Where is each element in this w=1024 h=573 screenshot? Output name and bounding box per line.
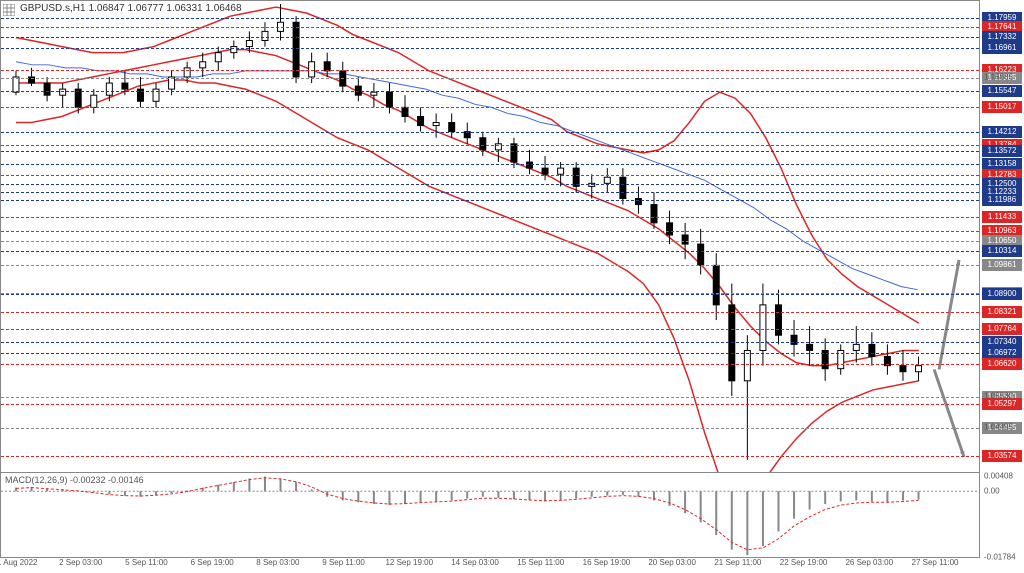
time-tick: 15 Sep 11:00: [517, 558, 564, 567]
support-resistance-line: [1, 107, 979, 108]
support-resistance-line: [1, 145, 979, 146]
time-tick: 6 Sep 19:00: [191, 558, 234, 567]
time-tick: 5 Sep 11:00: [125, 558, 168, 567]
chart-svg: [1, 1, 979, 472]
macd-svg: [1, 473, 979, 557]
time-tick: 9 Sep 11:00: [322, 558, 365, 567]
time-tick: 20 Sep 03:00: [648, 558, 696, 567]
macd-panel[interactable]: MACD(12,26,9) -0.00232 -0.00146: [0, 473, 980, 558]
support-resistance-line: [1, 200, 979, 201]
support-resistance-line: [1, 329, 979, 330]
macd-tick: -0.01784: [984, 553, 1016, 562]
support-resistance-line: [1, 404, 979, 405]
macd-tick: 0.00: [984, 487, 1000, 496]
support-resistance-line: [1, 231, 979, 232]
support-resistance-line: [1, 312, 979, 313]
time-tick: 31 Aug 2022: [0, 558, 37, 567]
time-tick: 2 Sep 03:00: [59, 558, 102, 567]
price-tick: 1.15985: [984, 72, 1013, 81]
support-resistance-line: [1, 18, 979, 19]
symbol-label: GBPUSD.s,H1: [20, 3, 86, 14]
support-resistance-line: [1, 151, 979, 152]
price-chart[interactable]: GBPUSD.s,H1 1.06847 1.06777 1.06331 1.06…: [0, 0, 980, 473]
support-resistance-line: [1, 353, 979, 354]
support-resistance-line: [1, 342, 979, 343]
support-resistance-line: [1, 217, 979, 218]
time-axis: 31 Aug 2022 2 Sep 03:00 5 Sep 11:00 6 Sep 1…: [0, 558, 980, 573]
support-resistance-line: [1, 251, 979, 252]
ohlc-label: 1.06847 1.06777 1.06331 1.06468: [89, 3, 242, 14]
chart-navigator[interactable]: [3, 3, 15, 21]
support-resistance-line: [1, 397, 979, 398]
support-resistance-line: [1, 265, 979, 266]
support-resistance-line: [1, 175, 979, 176]
time-tick: 26 Sep 03:00: [845, 558, 893, 567]
price-tick: 1.05530: [984, 391, 1013, 400]
support-resistance-line: [1, 364, 979, 365]
support-resistance-line: [1, 164, 979, 165]
support-resistance-line: [1, 192, 979, 193]
macd-tick: 0.00408: [984, 472, 1013, 481]
time-tick: 14 Sep 03:00: [451, 558, 499, 567]
support-resistance-line: [1, 37, 979, 38]
support-resistance-line: [1, 294, 979, 295]
support-resistance-line: [1, 78, 979, 79]
support-resistance-line: [1, 428, 979, 429]
price-tick: 1.04495: [984, 423, 1013, 432]
support-resistance-line: [1, 241, 979, 242]
time-tick: 8 Sep 03:00: [256, 558, 299, 567]
time-tick: 22 Sep 19:00: [780, 558, 828, 567]
time-tick: 12 Sep 19:00: [385, 558, 433, 567]
price-axis: 1.15985 1.05530 1.04495: [980, 0, 1024, 473]
support-resistance-line: [1, 48, 979, 49]
macd-axis: 0.004080.00-0.01784: [980, 473, 1024, 558]
support-resistance-line: [1, 184, 979, 185]
time-tick: 27 Sep 11:00: [911, 558, 958, 567]
support-resistance-line: [1, 132, 979, 133]
support-resistance-line: [1, 27, 979, 28]
nav-icon: [3, 4, 15, 16]
chart-title: GBPUSD.s,H1 1.06847 1.06777 1.06331 1.06…: [5, 3, 242, 14]
macd-label: MACD(12,26,9) -0.00232 -0.00146: [5, 475, 144, 485]
support-resistance-line: [1, 70, 979, 71]
time-tick: 16 Sep 19:00: [583, 558, 631, 567]
time-tick: 21 Sep 11:00: [714, 558, 761, 567]
support-resistance-line: [1, 456, 979, 457]
support-resistance-line: [1, 91, 979, 92]
